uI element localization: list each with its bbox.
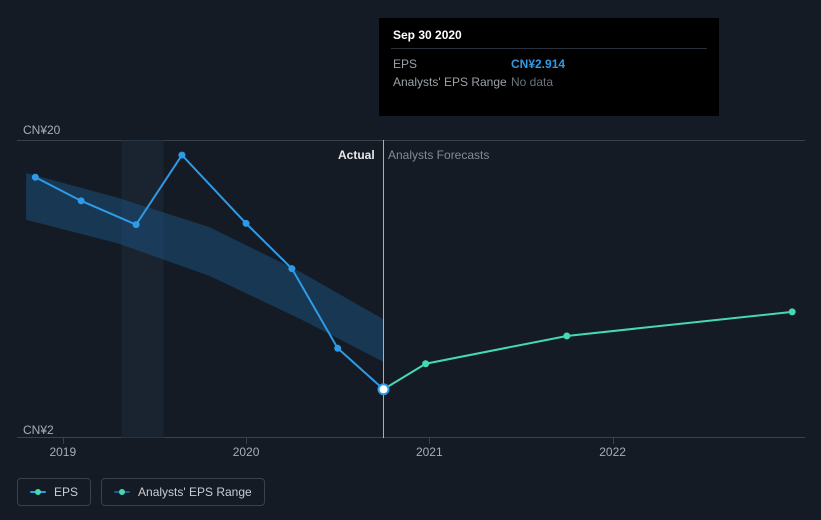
x-tick-label: 2019 [49,445,76,459]
tooltip-title: Sep 30 2020 [393,28,705,42]
x-tick-label: 2020 [233,445,260,459]
x-tick-label: 2022 [599,445,626,459]
legend-swatch-icon [114,487,130,497]
tooltip-row: Analysts' EPS Range No data [393,73,705,91]
tooltip-label: EPS [393,57,511,71]
region-label-forecast: Analysts Forecasts [388,148,489,162]
legend-label: EPS [54,485,78,499]
legend-item-range[interactable]: Analysts' EPS Range [101,478,265,506]
tooltip-row: EPS CN¥2.914 [393,55,705,73]
legend-swatch-icon [30,487,46,497]
chart-svg [17,140,805,438]
tooltip-value-eps: CN¥2.914 [511,57,565,71]
legend-item-eps[interactable]: EPS [17,478,91,506]
legend: EPS Analysts' EPS Range [17,478,265,506]
region-label-actual: Actual [338,148,375,162]
divider [391,48,707,49]
tooltip-label: Analysts' EPS Range [393,75,511,89]
tooltip-value-nodata: No data [511,75,553,89]
x-tick-label: 2021 [416,445,443,459]
y-tick-label: CN¥20 [23,123,60,137]
eps-forecast-chart: CN¥20 CN¥2 Actual Analysts Forecasts 201… [0,0,821,520]
x-axis: 2019 2020 2021 2022 [17,445,805,465]
plot-area[interactable] [17,140,805,438]
legend-label: Analysts' EPS Range [138,485,252,499]
chart-tooltip: Sep 30 2020 EPS CN¥2.914 Analysts' EPS R… [379,18,719,116]
